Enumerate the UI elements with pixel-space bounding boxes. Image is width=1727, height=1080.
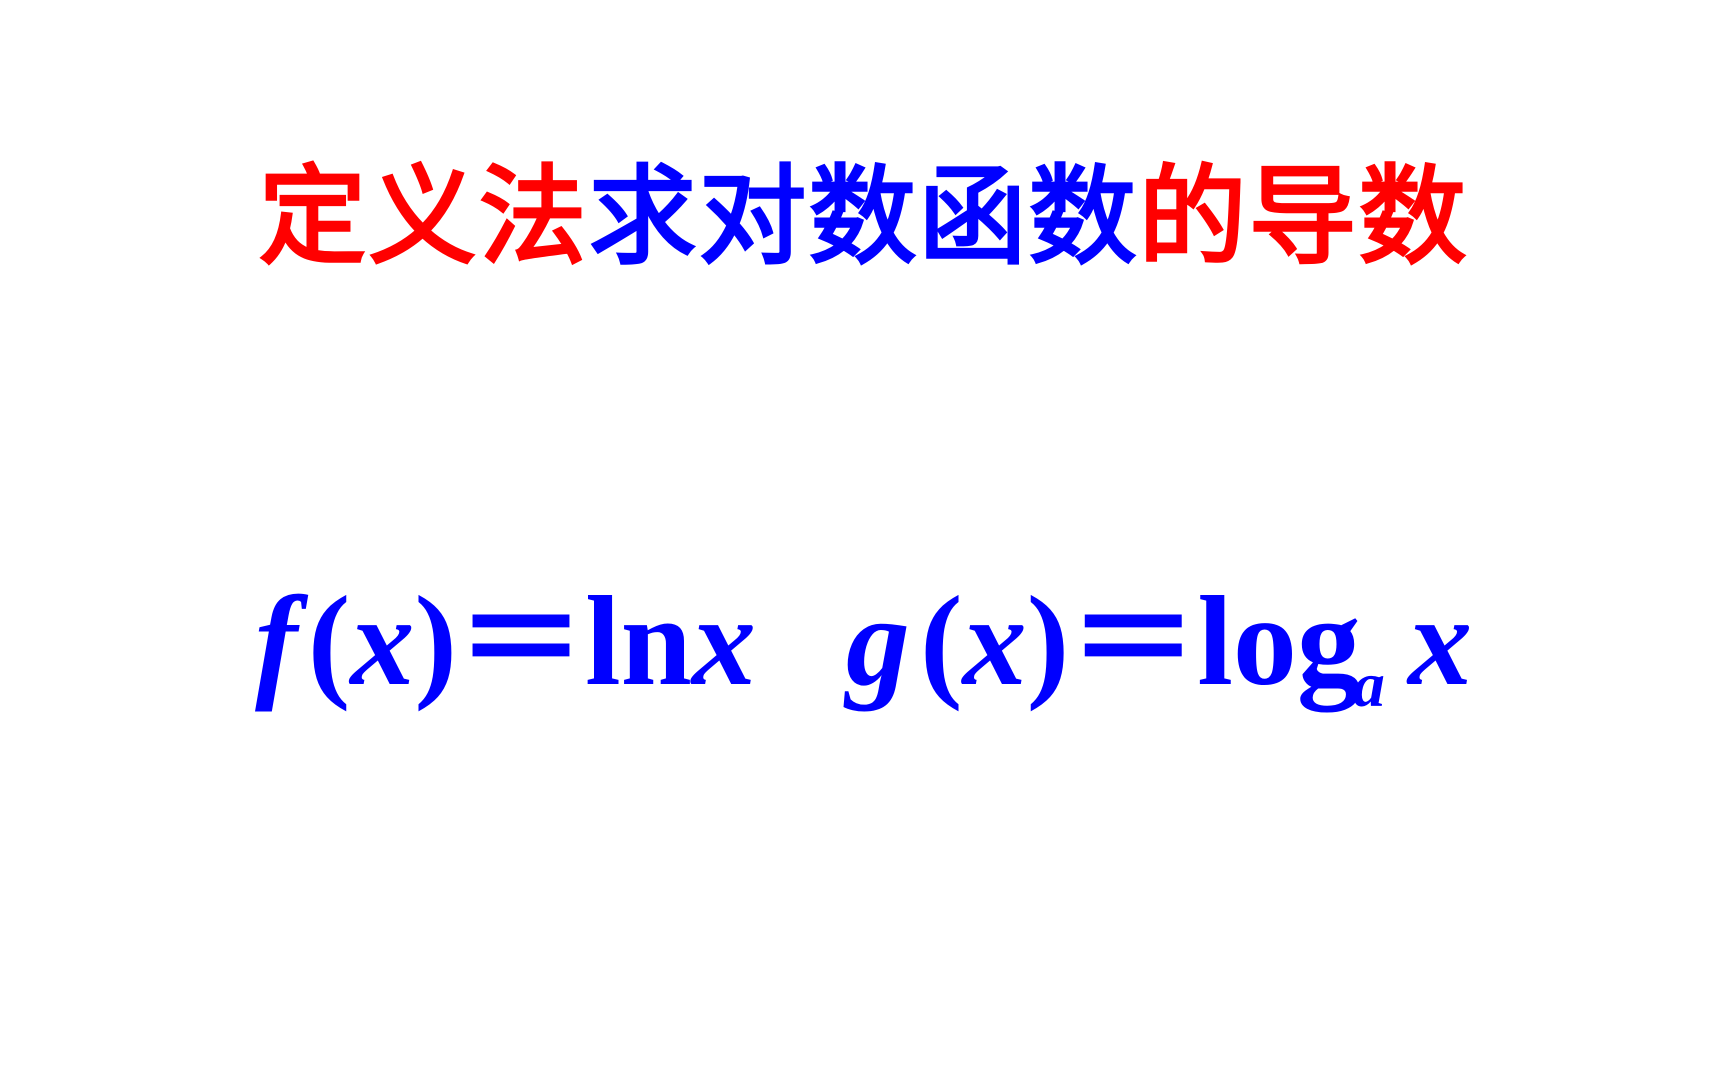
close-paren: ) xyxy=(1027,568,1070,715)
open-paren: ( xyxy=(920,568,963,715)
close-paren: ) xyxy=(414,568,457,715)
arg-x: x xyxy=(692,568,756,715)
formula-fx-lnx: f ( x ) ＝ ln x xyxy=(255,536,756,721)
arg-x: x xyxy=(1408,568,1472,715)
title-segment-red-1: 定义法 xyxy=(258,130,588,286)
equals-sign: ＝ xyxy=(457,536,585,721)
func-g: g xyxy=(846,568,910,715)
formula-gx-logax: g ( x ) ＝ log a x xyxy=(846,536,1472,721)
func-f: f xyxy=(255,568,298,715)
title-segment-blue: 求对数函数 xyxy=(588,130,1138,286)
var-x: x xyxy=(963,568,1027,715)
formula-row: f ( x ) ＝ ln x g ( x ) ＝ log a x xyxy=(255,536,1472,721)
title-segment-red-2: 的导数 xyxy=(1139,130,1469,286)
op-ln: ln xyxy=(585,568,692,715)
equals-sign: ＝ xyxy=(1069,536,1197,721)
open-paren: ( xyxy=(308,568,351,715)
subscript-a: a xyxy=(1353,648,1385,722)
var-x: x xyxy=(350,568,414,715)
page-title: 定义法 求对数函数 的导数 xyxy=(258,130,1468,286)
op-log: log xyxy=(1197,568,1361,715)
